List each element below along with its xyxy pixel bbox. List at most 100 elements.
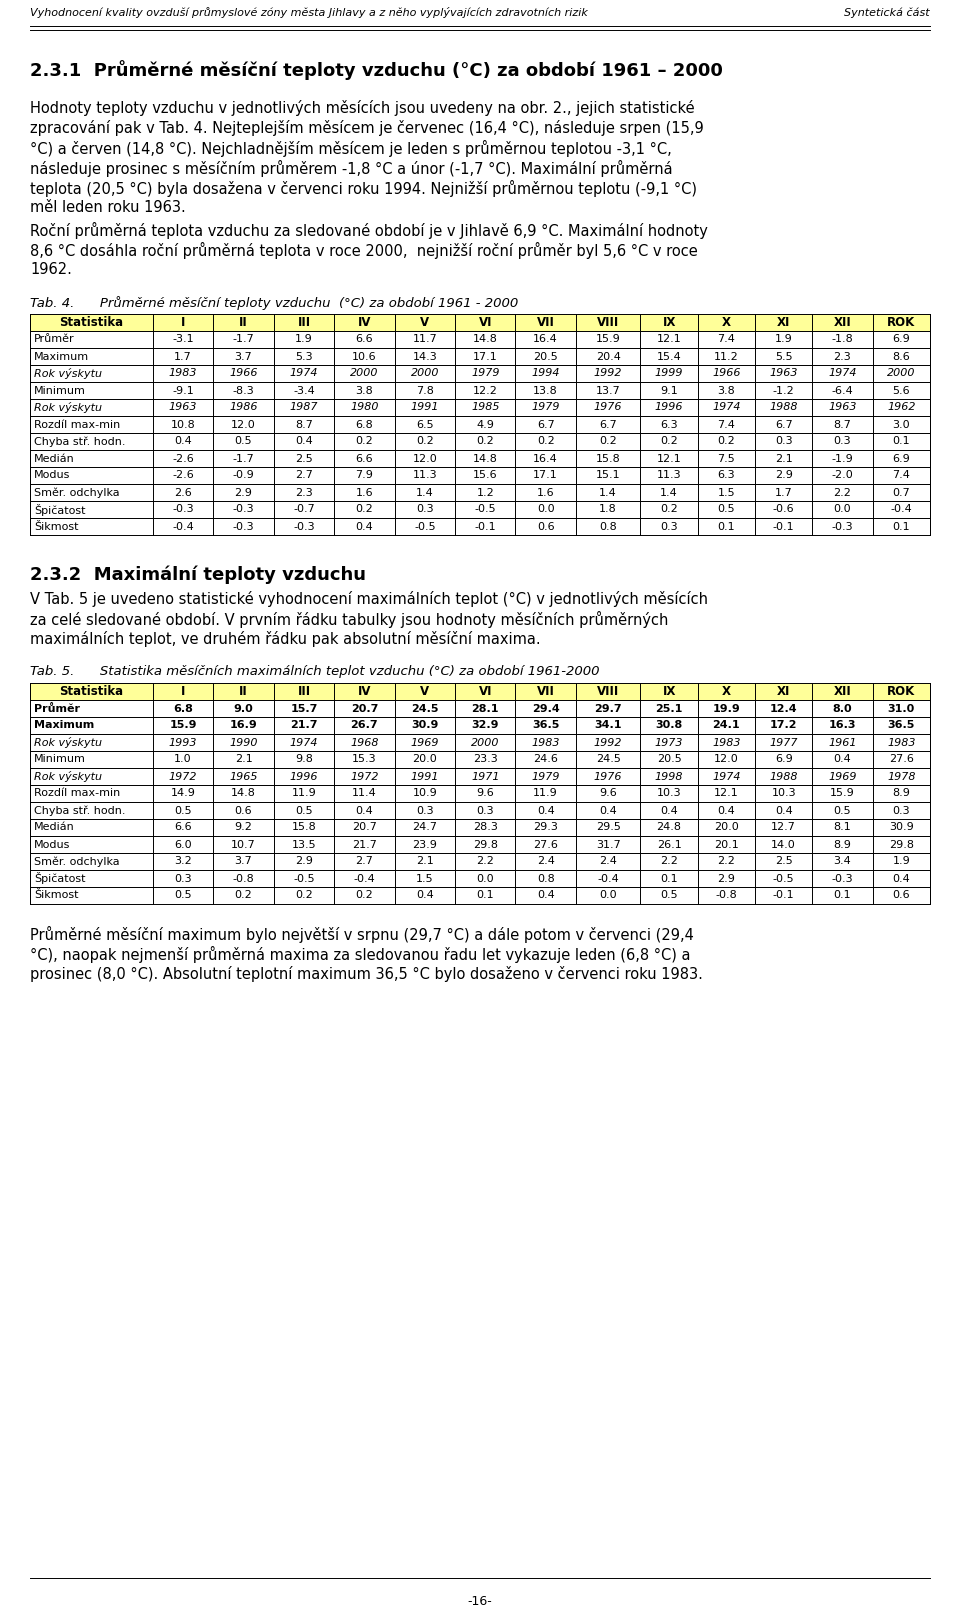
Text: 1.6: 1.6 [537, 487, 555, 497]
Text: 20.0: 20.0 [714, 823, 739, 832]
Text: Rok výskytu: Rok výskytu [34, 771, 102, 782]
Text: 0.2: 0.2 [660, 437, 678, 447]
Text: 0.5: 0.5 [175, 890, 192, 900]
Text: 1983: 1983 [169, 368, 198, 379]
Text: Šikmost: Šikmost [34, 890, 79, 900]
Text: 2.6: 2.6 [175, 487, 192, 497]
Text: 2.4: 2.4 [599, 857, 617, 866]
Text: 11.2: 11.2 [714, 352, 739, 361]
Text: 9.6: 9.6 [476, 789, 494, 798]
Text: -0.7: -0.7 [293, 505, 315, 515]
Text: 9.1: 9.1 [660, 386, 678, 395]
Text: Rok výskytu: Rok výskytu [34, 402, 102, 413]
Text: -0.3: -0.3 [232, 521, 254, 532]
Text: 1965: 1965 [229, 771, 258, 782]
Text: Modus: Modus [34, 839, 70, 850]
Text: 6.9: 6.9 [893, 453, 910, 463]
Text: 20.1: 20.1 [714, 839, 739, 850]
Text: 12.2: 12.2 [472, 386, 497, 395]
Text: -3.4: -3.4 [293, 386, 315, 395]
Text: 1969: 1969 [411, 737, 439, 747]
Text: 0.4: 0.4 [775, 805, 793, 816]
Text: 24.7: 24.7 [412, 823, 438, 832]
Text: 21.7: 21.7 [352, 839, 377, 850]
Text: 26.1: 26.1 [657, 839, 682, 850]
Text: zpracování pak v Tab. 4. Nejteplejším měsícem je červenec (16,4 °C), následuje s: zpracování pak v Tab. 4. Nejteplejším mě… [30, 119, 704, 135]
Bar [30, 348, 930, 365]
Text: 8.9: 8.9 [893, 789, 910, 798]
Text: 14.8: 14.8 [472, 453, 497, 463]
Bar [30, 700, 930, 718]
Text: X: X [722, 686, 731, 698]
Text: 0.8: 0.8 [537, 874, 555, 884]
Text: Rok výskytu: Rok výskytu [34, 368, 102, 379]
Text: 1996: 1996 [655, 403, 684, 413]
Text: 1.7: 1.7 [775, 487, 793, 497]
Text: 20.0: 20.0 [413, 755, 437, 765]
Text: 0.4: 0.4 [537, 890, 555, 900]
Text: 1993: 1993 [169, 737, 198, 747]
Text: Vyhodnocení kvality ovzduší průmyslové zóny města Jihlavy a z něho vyplývajících: Vyhodnocení kvality ovzduší průmyslové z… [30, 6, 588, 18]
Text: 8,6 °C dosáhla roční průměrná teplota v roce 2000,  nejnižší roční průměr byl 5,: 8,6 °C dosáhla roční průměrná teplota v … [30, 242, 698, 260]
Text: 2000: 2000 [411, 368, 439, 379]
Text: 0.2: 0.2 [295, 890, 313, 900]
Text: 20.5: 20.5 [657, 755, 682, 765]
Text: VII: VII [537, 316, 555, 329]
Text: 1992: 1992 [594, 737, 622, 747]
Text: IV: IV [358, 316, 372, 329]
Text: 0.4: 0.4 [833, 755, 852, 765]
Text: 0.6: 0.6 [537, 521, 555, 532]
Text: XI: XI [777, 686, 790, 698]
Text: 0.4: 0.4 [893, 874, 910, 884]
Text: 15.4: 15.4 [657, 352, 682, 361]
Text: 2000: 2000 [887, 368, 916, 379]
Text: 10.7: 10.7 [231, 839, 256, 850]
Text: 21.7: 21.7 [290, 721, 318, 731]
Text: 1966: 1966 [229, 368, 258, 379]
Text: -0.3: -0.3 [831, 874, 853, 884]
Bar [30, 768, 930, 786]
Text: -8.3: -8.3 [232, 386, 254, 395]
Bar [30, 432, 930, 450]
Text: 0.1: 0.1 [476, 890, 494, 900]
Bar [30, 786, 930, 802]
Text: 0.1: 0.1 [660, 874, 678, 884]
Text: 0.4: 0.4 [599, 805, 617, 816]
Text: 8.0: 8.0 [832, 703, 852, 713]
Text: 1983: 1983 [887, 737, 916, 747]
Text: 1962.: 1962. [30, 261, 72, 277]
Text: 28.3: 28.3 [472, 823, 497, 832]
Text: 0.2: 0.2 [355, 505, 373, 515]
Text: Roční průměrná teplota vzduchu za sledované období je v Jihlavě 6,9 °C. Maximáln: Roční průměrná teplota vzduchu za sledov… [30, 223, 708, 239]
Text: -0.4: -0.4 [172, 521, 194, 532]
Text: V: V [420, 686, 429, 698]
Text: 12.0: 12.0 [413, 453, 437, 463]
Text: -6.4: -6.4 [831, 386, 853, 395]
Text: Medián: Medián [34, 453, 75, 463]
Text: XII: XII [833, 316, 852, 329]
Text: 1968: 1968 [350, 737, 378, 747]
Text: 11.9: 11.9 [292, 789, 317, 798]
Text: 20.4: 20.4 [596, 352, 620, 361]
Text: IX: IX [662, 316, 676, 329]
Text: 2.9: 2.9 [717, 874, 735, 884]
Text: 3.8: 3.8 [717, 386, 735, 395]
Text: 16.4: 16.4 [533, 453, 558, 463]
Bar [30, 315, 930, 331]
Bar [30, 416, 930, 432]
Text: 20.7: 20.7 [352, 823, 377, 832]
Text: 10.8: 10.8 [171, 419, 196, 429]
Text: 14.0: 14.0 [771, 839, 796, 850]
Text: 0.5: 0.5 [295, 805, 313, 816]
Text: 29.5: 29.5 [596, 823, 620, 832]
Text: VIII: VIII [597, 686, 619, 698]
Text: teplota (20,5 °C) byla dosažena v červenci roku 1994. Nejnižší průměrnou teplotu: teplota (20,5 °C) byla dosažena v červen… [30, 181, 697, 197]
Text: 1991: 1991 [411, 403, 439, 413]
Text: 1979: 1979 [532, 403, 560, 413]
Text: 32.9: 32.9 [471, 721, 499, 731]
Text: 11.7: 11.7 [413, 334, 437, 345]
Text: III: III [298, 316, 310, 329]
Text: 16.4: 16.4 [533, 334, 558, 345]
Text: 0.4: 0.4 [416, 890, 434, 900]
Text: Maximum: Maximum [34, 352, 89, 361]
